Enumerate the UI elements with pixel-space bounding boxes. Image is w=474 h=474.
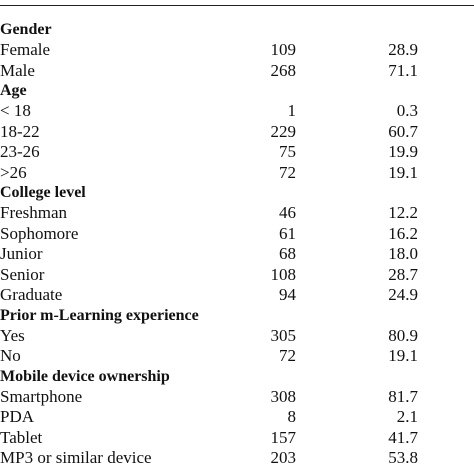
row-count: 157 (270, 427, 297, 447)
table-row: 18-22 229 60.7 (0, 122, 474, 143)
table-row: MP3 or similar device 203 53.8 (0, 448, 474, 469)
row-count: 1 (287, 101, 297, 120)
table-row: Freshman 46 12.2 (0, 203, 474, 224)
row-label: Senior (0, 264, 45, 284)
section-title: Age (0, 82, 27, 99)
table-row: PDA 8 2.1 (0, 407, 474, 428)
row-label: Freshman (0, 203, 68, 222)
row-percent: 18.0 (388, 244, 418, 263)
section-title: Mobile device ownership (0, 367, 170, 385)
row-label: Junior (0, 244, 43, 263)
row-percent: 0.3 (396, 101, 418, 120)
table-row: >26 72 19.1 (0, 163, 474, 184)
row-count: 94 (279, 285, 296, 304)
table-row: Tablet 157 41.7 (0, 428, 474, 449)
row-percent: 41.7 (388, 427, 418, 447)
row-label: Female (0, 40, 51, 59)
row-label: Yes (0, 325, 25, 345)
row-label: Male (0, 60, 35, 80)
table-row: Senior 108 28.7 (0, 265, 474, 286)
row-count: 72 (279, 346, 296, 365)
row-count: 109 (270, 40, 297, 59)
row-count: 203 (270, 448, 297, 467)
section-prior-m-learning-experience: Prior m-Learning experience Yes 305 80.9… (0, 306, 474, 367)
row-label: No (0, 346, 21, 365)
row-percent: 81.7 (388, 386, 418, 406)
table-top-rule (0, 5, 474, 6)
table-row: Graduate 94 24.9 (0, 285, 474, 306)
table-row: Smartphone 308 81.7 (0, 387, 474, 408)
row-count: 75 (279, 142, 296, 161)
row-count: 229 (270, 121, 297, 141)
row-percent: 60.7 (388, 121, 418, 141)
section-title: Prior m-Learning experience (0, 306, 199, 324)
row-label: 18-22 (0, 121, 40, 141)
row-count: 72 (279, 162, 296, 182)
row-count: 305 (270, 325, 297, 345)
row-count: 8 (287, 407, 297, 426)
row-label: >26 (0, 162, 27, 182)
row-label: MP3 or similar device (0, 448, 152, 467)
section-mobile-device-ownership: Mobile device ownership Smartphone 308 8… (0, 367, 474, 469)
row-percent: 12.2 (388, 203, 418, 222)
row-count: 268 (270, 60, 297, 80)
section-title: College level (0, 184, 86, 201)
table-row: 23-26 75 19.9 (0, 142, 474, 163)
section-age: Age < 18 1 0.3 18-22 229 60.7 23-26 75 1… (0, 81, 474, 183)
row-percent: 24.9 (388, 285, 418, 304)
table-row: < 18 1 0.3 (0, 101, 474, 122)
row-percent: 80.9 (388, 325, 418, 345)
row-count: 46 (279, 203, 296, 222)
row-percent: 28.9 (388, 40, 418, 59)
row-percent: 19.1 (388, 346, 418, 365)
row-label: Tablet (0, 427, 43, 447)
row-count: 108 (270, 264, 297, 284)
row-label: PDA (0, 407, 35, 426)
demographics-table: Gender Female 109 28.9 Male 268 71.1 Age… (0, 20, 474, 469)
row-percent: 19.9 (388, 142, 418, 161)
row-percent: 16.2 (388, 223, 418, 243)
row-label: Sophomore (0, 223, 79, 243)
row-count: 61 (279, 223, 296, 243)
row-count: 68 (279, 244, 296, 263)
table-row: Male 268 71.1 (0, 61, 474, 82)
table-row: Sophomore 61 16.2 (0, 224, 474, 245)
table-row: Yes 305 80.9 (0, 326, 474, 347)
row-label: Smartphone (0, 386, 83, 406)
row-percent: 2.1 (396, 407, 418, 426)
table-row: No 72 19.1 (0, 346, 474, 367)
row-percent: 19.1 (388, 162, 418, 182)
row-percent: 53.8 (388, 448, 418, 467)
row-label: < 18 (0, 101, 31, 120)
table-row: Female 109 28.9 (0, 40, 474, 61)
section-gender: Gender Female 109 28.9 Male 268 71.1 (0, 20, 474, 81)
section-title: Gender (0, 21, 52, 38)
section-college-level: College level Freshman 46 12.2 Sophomore… (0, 183, 474, 306)
row-label: 23-26 (0, 142, 40, 161)
row-percent: 71.1 (388, 60, 418, 80)
table-row: Junior 68 18.0 (0, 244, 474, 265)
row-label: Graduate (0, 285, 63, 304)
row-count: 308 (270, 386, 297, 406)
row-percent: 28.7 (388, 264, 418, 284)
